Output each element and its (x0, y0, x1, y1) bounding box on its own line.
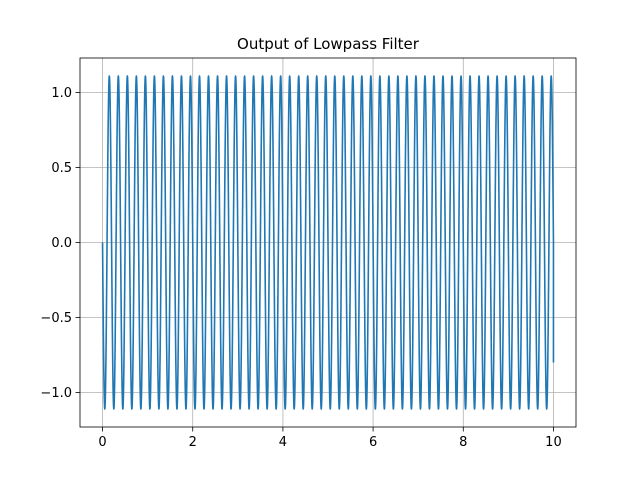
x-tick-label: 8 (459, 435, 467, 450)
x-tick-label: 6 (369, 435, 377, 450)
x-tick-label: 4 (279, 435, 287, 450)
series-layer (101, 75, 555, 410)
y-tick-label: 0.5 (51, 161, 72, 176)
x-tick-label: 2 (189, 435, 197, 450)
series-line (101, 75, 555, 410)
y-tick-label: −1.0 (40, 386, 72, 401)
y-axis: −1.0 −0.5 0.0 0.5 1.0 (40, 86, 80, 401)
x-axis: 0 2 4 6 8 10 (98, 427, 562, 450)
chart-title: Output of Lowpass Filter (237, 35, 420, 53)
y-tick-label: 1.0 (51, 86, 72, 101)
y-tick-label: −0.5 (40, 311, 72, 326)
x-tick-label: 10 (545, 435, 562, 450)
x-tick-label: 0 (98, 435, 106, 450)
y-tick-label: 0.0 (51, 236, 72, 251)
